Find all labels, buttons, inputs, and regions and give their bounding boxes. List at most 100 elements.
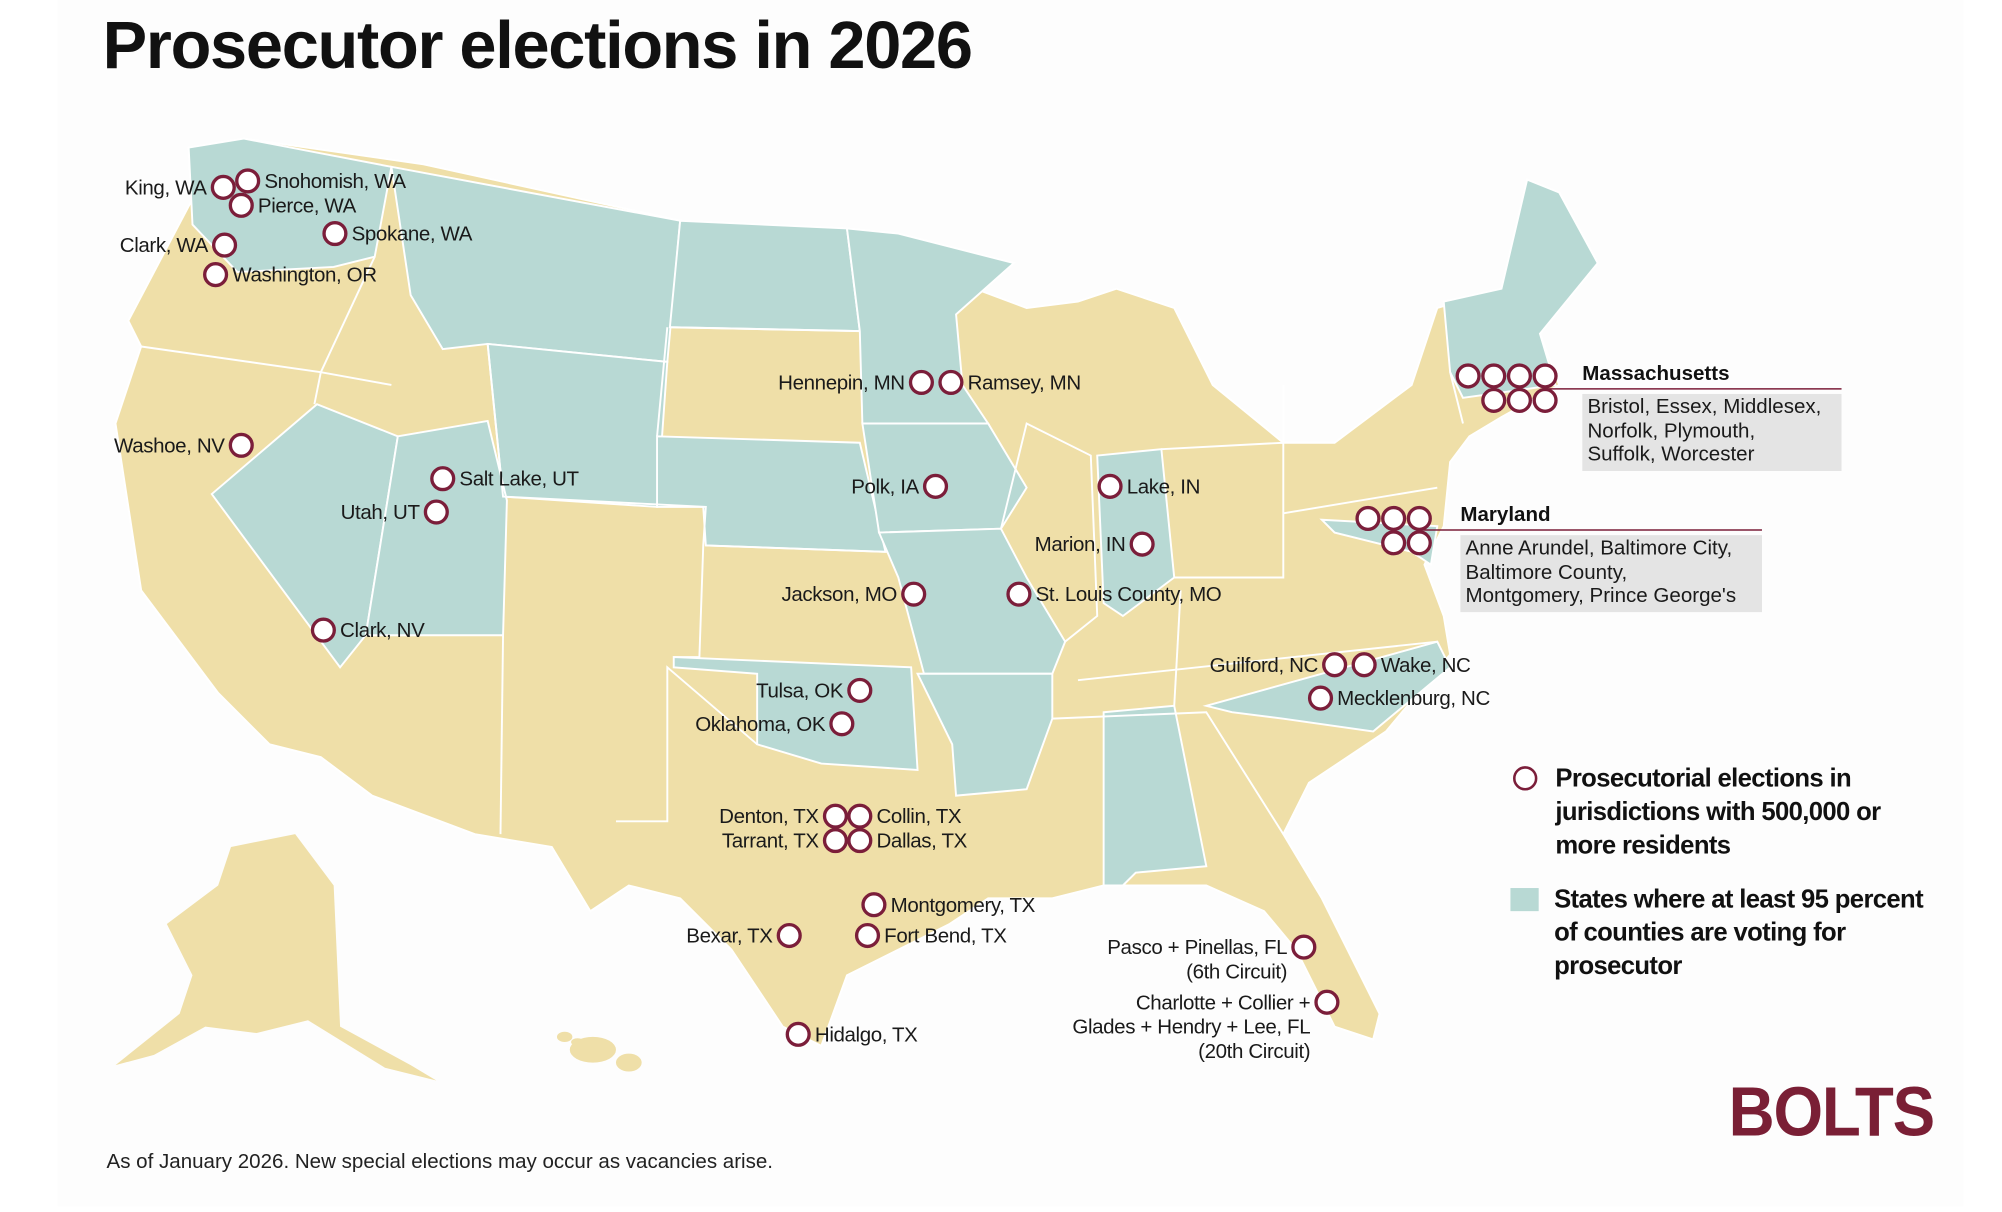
state-border-line [1173, 590, 1182, 706]
marker-label: Pierce, WA [258, 194, 357, 217]
marker-circle-icon [322, 220, 348, 247]
marker-label-line: Bexar, TX [686, 925, 773, 948]
marker-label: Marion, IN [1035, 533, 1126, 556]
marker-circle-icon [861, 892, 887, 918]
marker-circle-icon [235, 168, 261, 194]
state-border-line [1000, 422, 1099, 643]
state-borders [141, 256, 1464, 835]
marker-circle-icon [228, 432, 254, 458]
marker-circle-icon [829, 711, 855, 737]
state-border-line [1052, 711, 1285, 835]
marker-label-line: Jackson, MO [782, 583, 897, 606]
election-marker: Snohomish, WA [235, 168, 407, 194]
election-marker: Pierce, WA [228, 192, 357, 218]
state-border-line [1077, 640, 1438, 682]
marker-label: Pasco + Pinellas, FL (6th Circuit) [1107, 936, 1287, 983]
marker-label: Ramsey, MN [968, 371, 1081, 394]
marker-circle-icon [822, 827, 849, 854]
election-marker: Polk, IA [851, 473, 949, 499]
marker-label: Mecklenburg, NC [1337, 687, 1490, 710]
state-border-line [1161, 441, 1285, 579]
alaska [115, 834, 437, 1081]
marker-label: Jackson, MO [782, 583, 897, 606]
state-border-line [656, 327, 669, 437]
election-marker: St. Louis County, MO [1006, 581, 1222, 607]
marker-label-line: Guilford, NC [1210, 654, 1319, 677]
election-marker: Mecklenburg, NC [1307, 685, 1491, 711]
election-marker: Marion, IN [1035, 531, 1155, 557]
massachusetts-marker-circle-icon [1532, 387, 1558, 413]
marker-label: Hidalgo, TX [815, 1023, 918, 1046]
massachusetts-marker-circle-icon [1506, 387, 1533, 413]
marker-label: Washoe, NV [114, 434, 225, 457]
marker-label: Tulsa, OK [756, 679, 844, 702]
maryland-marker-circle-icon [1406, 530, 1432, 556]
marker-label-line: Tarrant, TX [722, 830, 820, 853]
marker-label-line: King, WA [125, 176, 207, 199]
marker-label: Fort Bend, TX [884, 925, 1007, 948]
marker-label: Wake, NC [1381, 654, 1471, 677]
marker-label-line: Mecklenburg, NC [1337, 687, 1490, 710]
massachusetts-marker-circle-icon [1532, 363, 1558, 389]
state-new-england [1442, 178, 1599, 399]
marker-label-line: Glades + Hendry + Lee, FL [1072, 1016, 1310, 1039]
marker-label-line: Polk, IA [851, 475, 919, 498]
maryland-callout: Maryland Anne Arundel, Baltimore City, B… [1460, 504, 1762, 612]
marker-label-line: Snohomish, WA [264, 170, 406, 193]
marker-label: Snohomish, WA [264, 170, 406, 193]
marker-label-line: Marion, IN [1035, 533, 1126, 556]
maryland-marker-circle-icon [1381, 530, 1407, 556]
state-nebraska [656, 435, 887, 553]
marker-label: St. Louis County, MO [1036, 583, 1222, 606]
election-marker: Denton, TX [719, 803, 849, 829]
marker-circle-icon [1314, 989, 1340, 1015]
marker-label-line: Wake, NC [1381, 654, 1471, 677]
footnote: As of January 2026. New special election… [106, 1151, 774, 1173]
massachusetts-callout-title: Massachusetts [1582, 363, 1730, 385]
marker-circle-icon [908, 369, 934, 395]
marker-circle-icon [1322, 652, 1348, 678]
state-arkansas [916, 672, 1054, 797]
marker-label: Guilford, NC [1210, 654, 1319, 677]
marker-label-line: (6th Circuit) [1186, 961, 1287, 984]
marker-label: Bexar, TX [686, 925, 773, 948]
hawaii-island [556, 1031, 573, 1043]
marker-circle-icon [854, 922, 881, 949]
marker-label-line: Clark, WA [120, 234, 209, 257]
marker-label: Spokane, WA [352, 223, 473, 246]
election-marker: King, WA [125, 174, 236, 200]
state-border-line [705, 544, 886, 553]
marker-circle-icon [847, 803, 873, 829]
marker-label-line: Tulsa, OK [756, 679, 844, 702]
land-layer [114, 137, 1599, 1081]
bolts-logo: BOLTS [1728, 1074, 1936, 1152]
contiguous-us [114, 137, 1599, 1048]
marker-label: Lake, IN [1127, 475, 1200, 498]
legend: Prosecutorial elections in jurisdictions… [1510, 762, 1933, 1003]
legend-item-teal-states: States where at least 95 percent of coun… [1510, 883, 1933, 983]
marker-label-line: Salt Lake, UT [459, 468, 579, 491]
marker-label: Polk, IA [851, 475, 919, 498]
marker-circle-icon [430, 466, 456, 492]
marker-label-line: Clark, NV [340, 619, 425, 642]
election-marker: Tarrant, TX [722, 827, 849, 854]
marker-label-line: Utah, UT [341, 501, 421, 524]
teal-states-layer [187, 137, 1599, 887]
marker-circle-icon [228, 192, 254, 218]
massachusetts-marker-circle-icon [1481, 363, 1507, 389]
election-marker: Fort Bend, TX [854, 922, 1008, 949]
state-border-line [1449, 371, 1464, 424]
marker-circle-icon [310, 617, 336, 643]
marker-circle-icon [822, 803, 849, 829]
marker-label: Utah, UT [341, 501, 421, 524]
marker-label: Tarrant, TX [722, 830, 820, 853]
hawaii-island [615, 1053, 642, 1072]
election-marker: Charlotte + Collier + Glades + Hendry + L… [1072, 989, 1340, 1063]
legend-label: States where at least 95 percent of coun… [1554, 885, 1924, 981]
marker-label-line: Collin, TX [876, 805, 961, 828]
state-border-line [499, 635, 505, 835]
marker-circle-icon [212, 232, 238, 258]
marker-label-line: Pierce, WA [258, 194, 357, 217]
